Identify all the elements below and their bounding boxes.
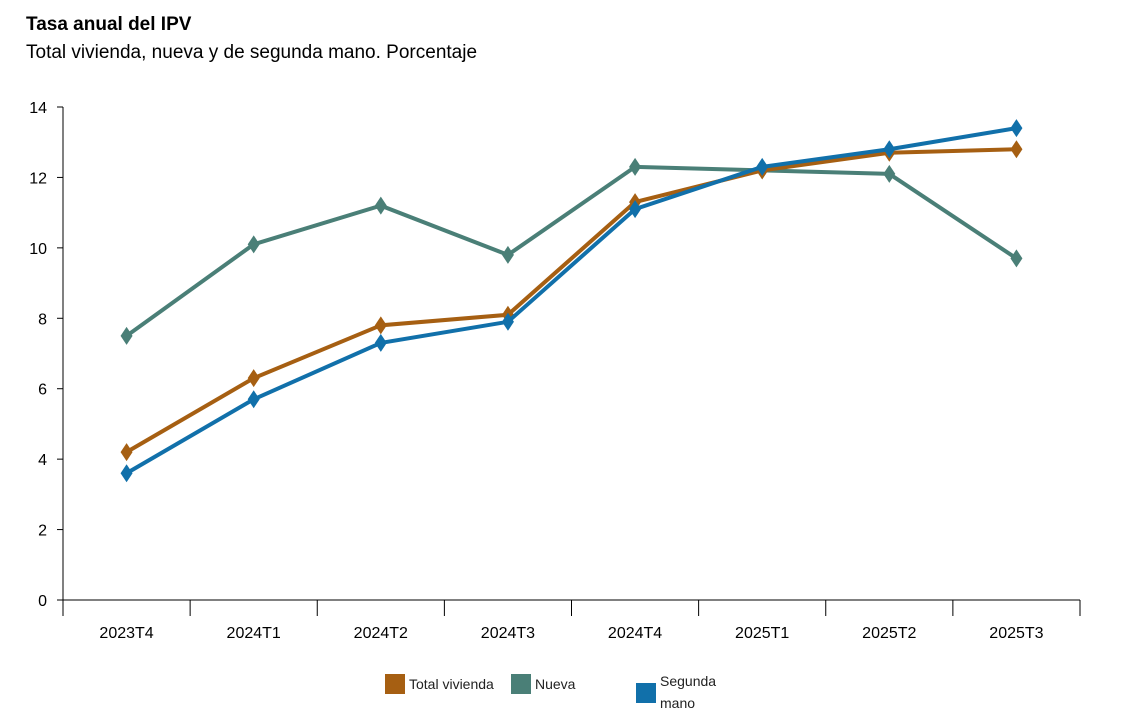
data-point [120, 464, 133, 483]
x-tick-label: 2023T4 [99, 625, 153, 642]
data-point [629, 200, 642, 219]
data-point [120, 443, 133, 462]
chart-subtitle: Total vivienda, nueva y de segunda mano.… [26, 42, 478, 63]
data-point [374, 316, 387, 335]
data-point [247, 390, 260, 409]
data-point [1010, 140, 1023, 159]
data-point [501, 312, 514, 331]
legend-label: Nueva [535, 676, 576, 692]
legend-swatch [511, 674, 531, 694]
chart-title: Tasa anual del IPV [26, 14, 192, 35]
legend-label: Total vivienda [409, 676, 494, 692]
y-tick-label: 14 [29, 100, 47, 117]
x-tick-label: 2024T3 [481, 625, 535, 642]
y-tick-label: 4 [38, 452, 47, 469]
legend-swatch [636, 683, 656, 703]
legend-item-nueva: Nueva [511, 674, 575, 694]
x-tick-label: 2025T2 [862, 625, 916, 642]
legend-swatch [385, 674, 405, 694]
series-line [125, 164, 1018, 338]
y-tick-label: 0 [38, 593, 47, 610]
x-tick-label: 2025T3 [989, 625, 1043, 642]
data-point [883, 140, 896, 159]
series-line [125, 147, 1017, 454]
x-tick-label: 2024T1 [227, 625, 281, 642]
legend-label: Segunda mano [660, 673, 717, 711]
data-point [247, 235, 260, 254]
x-tick-label: 2025T1 [735, 625, 789, 642]
data-point [629, 157, 642, 176]
data-point [501, 245, 514, 264]
y-tick-label: 12 [29, 170, 47, 187]
data-point [374, 333, 387, 352]
data-point [374, 196, 387, 215]
x-tick-label: 2024T2 [354, 625, 408, 642]
data-point [120, 326, 133, 345]
data-point [1010, 249, 1023, 268]
series-line [125, 126, 1017, 475]
data-point [883, 164, 896, 183]
data-point [1010, 119, 1023, 138]
y-tick-label: 10 [29, 241, 47, 258]
data-point [756, 157, 769, 176]
y-tick-label: 2 [38, 523, 47, 540]
y-tick-label: 8 [38, 311, 47, 328]
legend-item-segunda: Segunda mano [636, 672, 730, 714]
data-point [247, 369, 260, 388]
legend-item-total: Total vivienda [385, 674, 494, 694]
y-tick-label: 6 [38, 382, 47, 399]
x-tick-label: 2024T4 [608, 625, 662, 642]
